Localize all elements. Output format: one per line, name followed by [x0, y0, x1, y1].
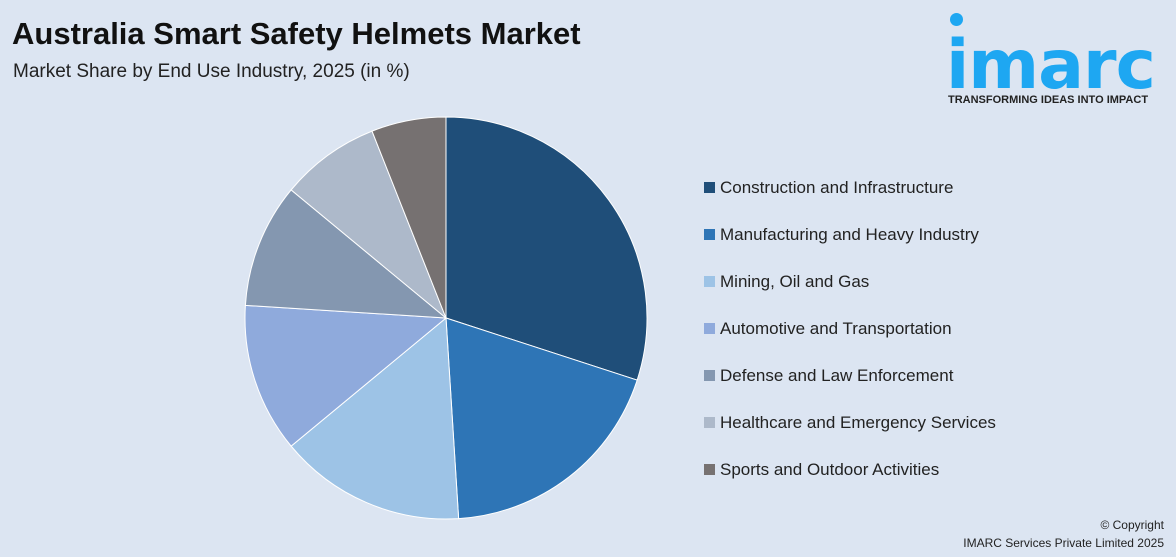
pie-slice-6	[371, 116, 447, 319]
legend-item: Automotive and Transportation	[704, 305, 996, 352]
legend-item: Sports and Outdoor Activities	[704, 446, 996, 493]
legend-item: Construction and Infrastructure	[704, 164, 996, 211]
legend-swatch	[704, 323, 715, 334]
legend-item: Healthcare and Emergency Services	[704, 399, 996, 446]
logo-word: imarc	[946, 26, 1156, 105]
legend-label: Automotive and Transportation	[720, 318, 952, 338]
pie-slice-0	[445, 116, 648, 381]
legend-label: Construction and Infrastructure	[720, 177, 954, 197]
copyright-label: © Copyright	[1100, 518, 1164, 532]
legend: Construction and Infrastructure Manufactu…	[704, 164, 996, 493]
legend-swatch	[704, 417, 715, 428]
legend-label: Mining, Oil and Gas	[720, 271, 870, 291]
pie-slice-4	[244, 189, 448, 319]
legend-item: Defense and Law Enforcement	[704, 352, 996, 399]
legend-swatch	[704, 182, 715, 193]
copyright-company: IMARC Services Private Limited 2025	[963, 536, 1164, 550]
legend-label: Healthcare and Emergency Services	[720, 412, 996, 432]
pie-slice-2	[290, 316, 460, 520]
legend-swatch	[704, 370, 715, 381]
legend-label: Manufacturing and Heavy Industry	[720, 224, 979, 244]
chart-title: Australia Smart Safety Helmets Market	[12, 16, 581, 51]
legend-label: Sports and Outdoor Activities	[720, 459, 940, 479]
copyright: © Copyright IMARC Services Private Limit…	[963, 516, 1164, 552]
legend-label: Defense and Law Enforcement	[720, 365, 954, 385]
legend-item: Manufacturing and Heavy Industry	[704, 211, 996, 258]
logo-tagline: TRANSFORMING IDEAS INTO IMPACT	[948, 94, 1149, 106]
pie-slice-5	[290, 130, 447, 319]
legend-swatch	[704, 276, 715, 287]
imarc-logo: imarc TRANSFORMING IDEAS INTO IMPACT	[946, 12, 1171, 108]
logo-dot	[950, 13, 963, 26]
legend-swatch	[704, 229, 715, 240]
chart-subtitle: Market Share by End Use Industry, 2025 (…	[13, 61, 410, 82]
pie-slice-3	[244, 304, 448, 447]
legend-item: Mining, Oil and Gas	[704, 258, 996, 305]
legend-swatch	[704, 464, 715, 475]
pie-slice-1	[445, 317, 638, 520]
